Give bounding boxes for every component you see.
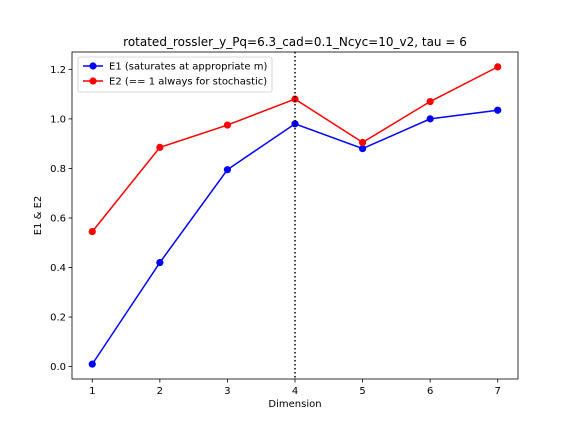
x-tick-label: 6: [427, 386, 433, 397]
y-tick-label: 0.6: [50, 213, 66, 224]
chart-title: rotated_rossler_y_Pq=6.3_cad=0.1_Ncyc=10…: [123, 35, 467, 49]
series-1-point: [156, 258, 164, 267]
y-tick-label: 0.0: [50, 362, 66, 373]
legend-box: [77, 56, 273, 93]
x-axis-label: Dimension: [268, 399, 321, 410]
y-tick-label: 0.4: [50, 263, 66, 274]
series-2-point: [426, 97, 434, 106]
x-tick-label: 7: [495, 386, 501, 397]
x-tick-label: 5: [359, 386, 365, 397]
legend: E1 (saturates at appropriate m) E2 (== 1 …: [77, 56, 273, 93]
y-tick-label: 0.2: [50, 313, 66, 324]
y-axis-label: E1 & E2: [33, 196, 44, 236]
series-1-point: [291, 120, 299, 128]
legend-swatch-marker: [89, 62, 97, 70]
series-1-point: [358, 145, 367, 153]
y-axis: 0.0 0.2 0.4 0.6 0.8 1.0 1.2: [50, 65, 72, 373]
series-1-point: [88, 360, 96, 368]
series-2-point: [156, 143, 164, 151]
x-tick-label: 3: [224, 386, 230, 397]
x-tick-label: 4: [292, 386, 298, 397]
x-tick-label: 2: [157, 386, 163, 397]
x-tick-label: 1: [89, 386, 95, 397]
series-2-point: [291, 95, 299, 103]
legend-swatch-marker: [89, 77, 97, 85]
series-1-point: [494, 106, 502, 114]
legend-label: E1 (saturates at appropriate m): [109, 62, 267, 73]
series-1-point: [426, 115, 434, 123]
plot-area: [88, 52, 502, 379]
series-2-point: [223, 121, 232, 129]
y-tick-label: 0.8: [50, 164, 66, 175]
x-axis: 1 2 3 4 5 6 7: [89, 379, 501, 397]
series-2-point: [494, 63, 502, 71]
series-2-point: [88, 228, 96, 236]
legend-label: E2 (== 1 always for stochastic): [109, 77, 267, 88]
series-2-point: [358, 138, 367, 147]
series-1-point: [223, 166, 232, 174]
y-tick-label: 1.0: [50, 114, 66, 125]
y-tick-label: 1.2: [50, 65, 66, 76]
